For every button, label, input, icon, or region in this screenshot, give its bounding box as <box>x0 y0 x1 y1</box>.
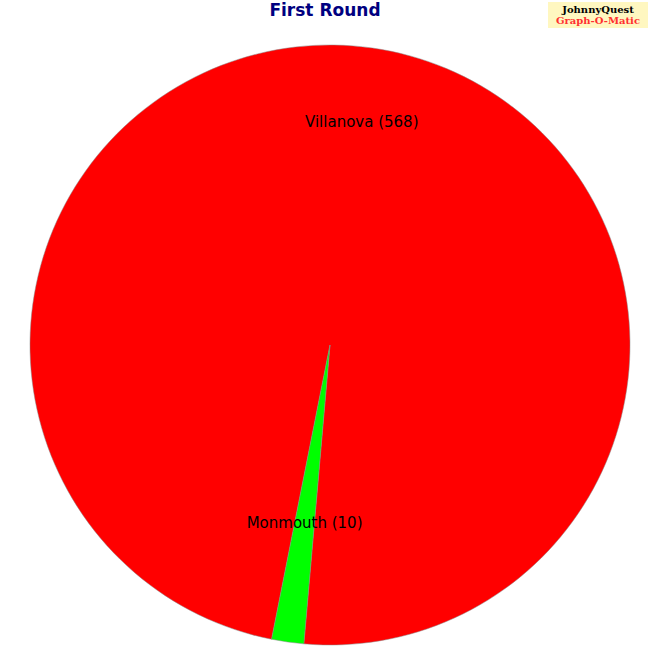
svg-text:Villanova (568): Villanova (568) <box>305 113 418 131</box>
html-text:Graph-O-Matic: Graph-O-Matic <box>556 15 640 26</box>
html-text:First Round: First Round <box>269 0 381 20</box>
html-text:JohnnyQuest: JohnnyQuest <box>562 4 634 15</box>
svg-text:Monmouth (10): Monmouth (10) <box>247 514 363 532</box>
